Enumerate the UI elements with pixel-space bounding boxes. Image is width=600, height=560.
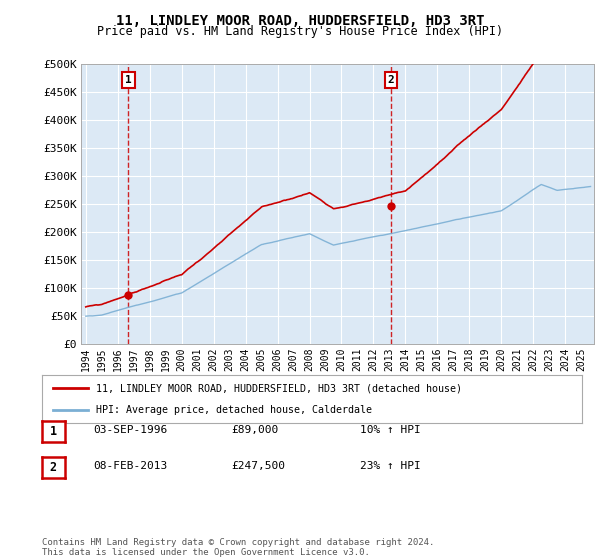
Text: 2: 2 xyxy=(388,75,394,85)
Text: 11, LINDLEY MOOR ROAD, HUDDERSFIELD, HD3 3RT: 11, LINDLEY MOOR ROAD, HUDDERSFIELD, HD3… xyxy=(116,14,484,28)
Text: 1: 1 xyxy=(125,75,132,85)
Text: Contains HM Land Registry data © Crown copyright and database right 2024.
This d: Contains HM Land Registry data © Crown c… xyxy=(42,538,434,557)
Text: 2: 2 xyxy=(50,461,57,474)
Text: 03-SEP-1996: 03-SEP-1996 xyxy=(93,425,167,435)
Text: 10% ↑ HPI: 10% ↑ HPI xyxy=(360,425,421,435)
Text: 08-FEB-2013: 08-FEB-2013 xyxy=(93,461,167,471)
Text: 11, LINDLEY MOOR ROAD, HUDDERSFIELD, HD3 3RT (detached house): 11, LINDLEY MOOR ROAD, HUDDERSFIELD, HD3… xyxy=(96,383,462,393)
Text: £247,500: £247,500 xyxy=(231,461,285,471)
Text: Price paid vs. HM Land Registry's House Price Index (HPI): Price paid vs. HM Land Registry's House … xyxy=(97,25,503,38)
Text: HPI: Average price, detached house, Calderdale: HPI: Average price, detached house, Cald… xyxy=(96,405,372,415)
Text: 23% ↑ HPI: 23% ↑ HPI xyxy=(360,461,421,471)
Text: £89,000: £89,000 xyxy=(231,425,278,435)
Text: 1: 1 xyxy=(50,425,57,438)
